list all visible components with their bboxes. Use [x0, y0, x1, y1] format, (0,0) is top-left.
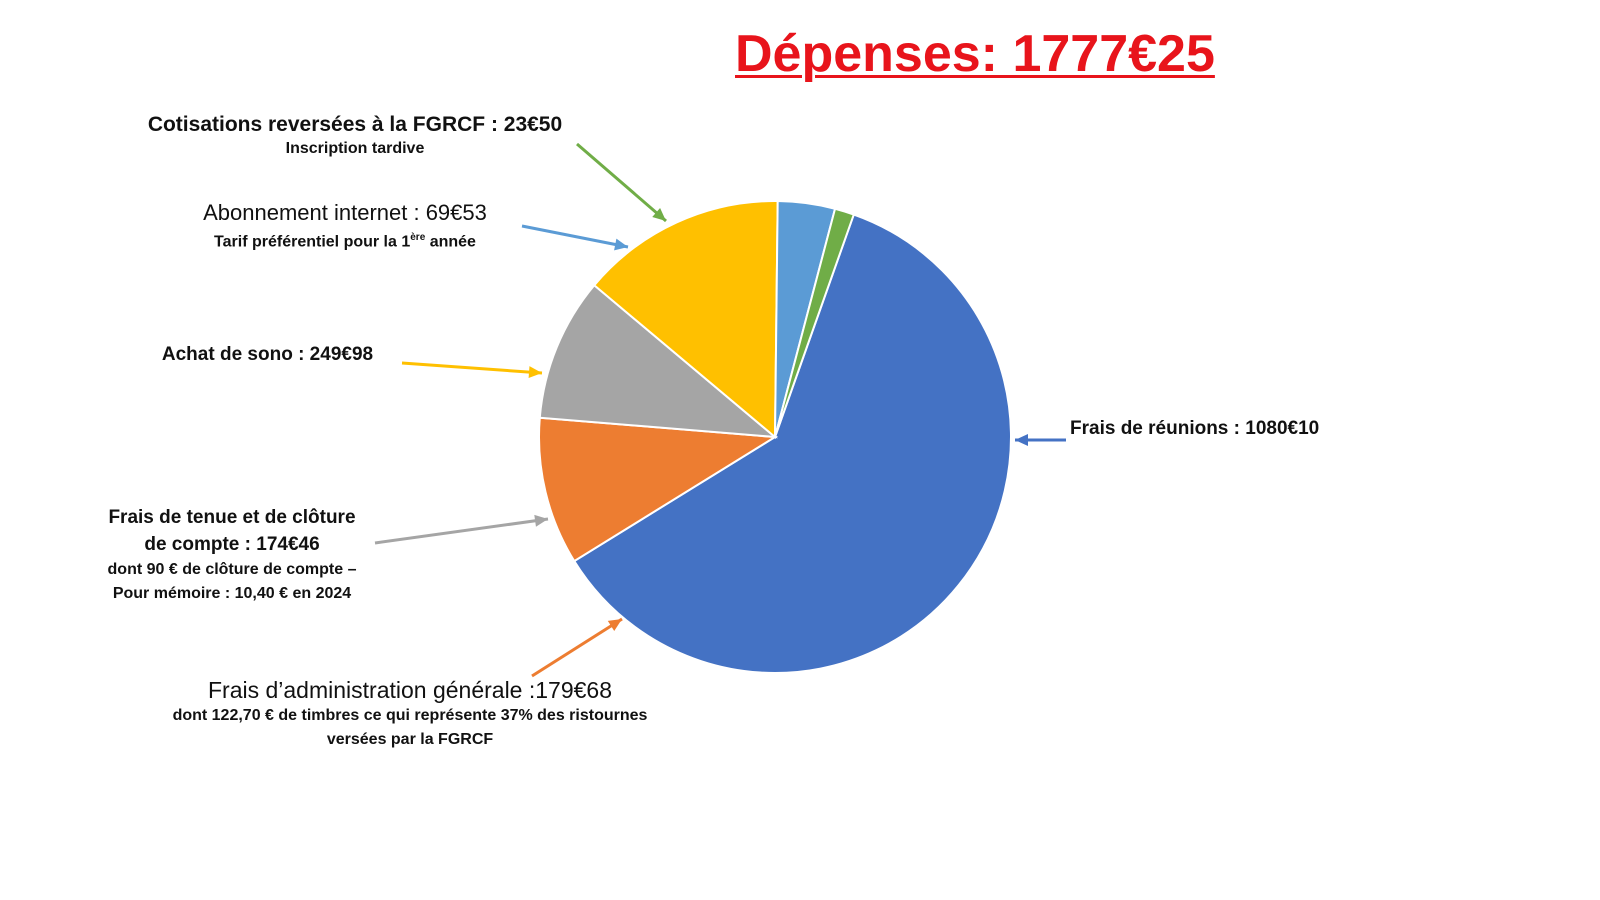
leader-arrowhead-abonnement	[614, 238, 628, 251]
label-admin: Frais d’administration générale :179€68 …	[140, 677, 680, 752]
label-admin-title: Frais d’administration générale :179€68	[207, 677, 613, 703]
leader-arrows	[374, 142, 1066, 678]
leader-arrowhead-admin	[607, 619, 622, 632]
leader-arrowhead-sono	[528, 366, 542, 379]
label-reunions: Frais de réunions : 1080€10	[1070, 418, 1350, 440]
pie-slice-cotisations	[774, 207, 856, 438]
leader-line-admin	[531, 617, 623, 678]
label-tenue-title-2: de compte : 174€46	[144, 534, 320, 555]
pie-slice-tenue	[538, 283, 779, 439]
pie-slice-reunions	[572, 213, 1012, 674]
leader-arrowhead-cotisations	[652, 207, 666, 221]
label-tenue-note-1: dont 90 € de clôture de compte –	[107, 561, 357, 578]
label-cotisations: Cotisations reversées à la FGRCF : 23€50…	[140, 113, 570, 161]
label-sono-title: Achat de sono : 249€98	[161, 344, 374, 365]
pie-slice-sono	[592, 200, 779, 440]
label-abonnement-note: Tarif préférentiel pour la 1ère année	[214, 232, 476, 251]
label-reunions-title: Frais de réunions : 1080€10	[1070, 418, 1320, 439]
leader-arrowhead-reunions	[1015, 434, 1028, 446]
leader-line-sono	[401, 361, 543, 375]
label-admin-note-1: dont 122,70 € de timbres ce qui représen…	[172, 707, 648, 724]
leader-line-abonnement	[521, 224, 629, 249]
label-abonnement: Abonnement internet : 69€53 Tarif préfér…	[170, 200, 520, 254]
label-cotisations-note: Inscription tardive	[285, 140, 425, 157]
label-abonnement-title: Abonnement internet : 69€53	[203, 200, 487, 225]
label-sono: Achat de sono : 249€98	[135, 344, 400, 366]
leader-arrowhead-tenue	[534, 514, 548, 527]
chart-title: Dépenses: 1777€25	[735, 25, 1215, 83]
label-cotisations-title: Cotisations reversées à la FGRCF : 23€50	[147, 113, 563, 136]
label-tenue: Frais de tenue et de clôture de compte :…	[82, 504, 382, 606]
pie-slices	[538, 200, 1012, 674]
label-tenue-title-1: Frais de tenue et de clôture	[108, 507, 356, 528]
leader-line-cotisations	[576, 142, 667, 223]
label-tenue-note-2: Pour mémoire : 10,40 € en 2024	[112, 585, 352, 602]
leader-line-tenue	[374, 517, 549, 545]
label-admin-note-2: versées par la FGRCF	[326, 731, 494, 748]
pie-slice-admin	[538, 416, 779, 563]
